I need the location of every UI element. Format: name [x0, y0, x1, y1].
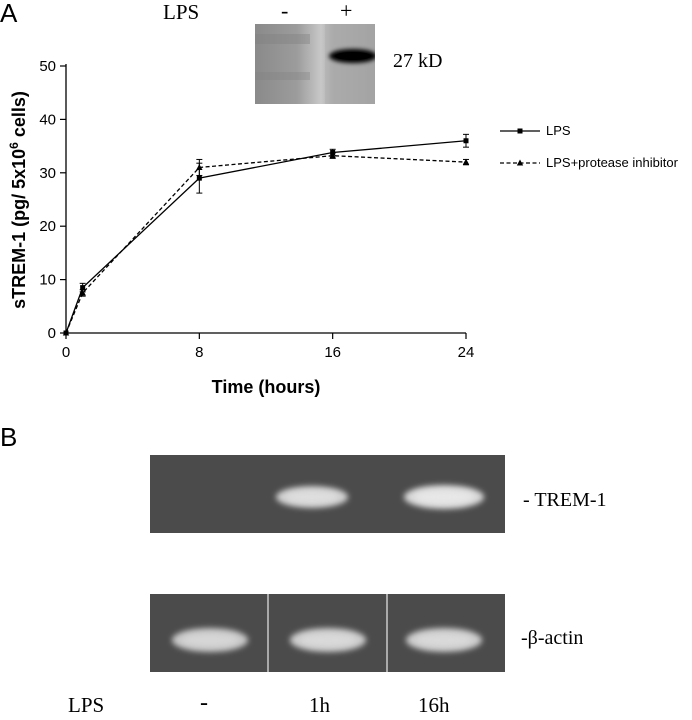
data-point-lps	[196, 175, 202, 181]
blot-lps-label: LPS	[163, 0, 200, 24]
actin-label: -β-actin	[521, 627, 584, 649]
x-tick-label: 0	[62, 344, 70, 361]
y-tick-label: 30	[39, 165, 56, 182]
data-point-inhibitor	[516, 159, 524, 166]
legend-label: LPS+protease inhibitor	[546, 155, 679, 170]
line-chart: 0 10 20 30 40 50 0 8 16 24 sTREM-1 (pg/ 5x106 cel…	[7, 58, 679, 397]
series-line-lps	[65, 140, 467, 334]
chart-legend: LPS LPS+protease inhibitor	[500, 123, 679, 170]
blot-size-label: 27 kD	[393, 50, 443, 72]
x-axis-title: Time (hours)	[212, 377, 321, 397]
lane-label-control: -	[200, 690, 208, 716]
western-blot-image	[255, 24, 377, 104]
chart-series	[62, 133, 470, 336]
data-point-inhibitor	[462, 158, 470, 165]
series-line-inhibitor	[65, 155, 467, 334]
chart-axes: 0 10 20 30 40 50 0 8 16 24	[39, 58, 474, 361]
lane-label-16h: 16h	[418, 693, 450, 717]
y-tick-label: 10	[39, 272, 56, 289]
data-point-lps	[80, 285, 86, 291]
y-tick-label: 40	[39, 111, 56, 128]
y-axis-title: sTREM-1 (pg/ 5x106 cells)	[7, 91, 29, 309]
data-point-lps	[463, 138, 469, 144]
data-point-inhibitor	[329, 152, 336, 159]
data-point-inhibitor	[62, 329, 70, 336]
panel-b-letter: B	[0, 422, 18, 452]
x-tick-label: 8	[195, 344, 203, 361]
x-tick-label: 24	[458, 344, 475, 361]
blot-lane-minus: -	[281, 0, 289, 23]
data-point-inhibitor	[79, 289, 86, 296]
legend-label: LPS	[546, 123, 571, 138]
blot-lane-plus: +	[340, 0, 353, 23]
actin-gel-image	[150, 594, 505, 672]
data-point-lps	[517, 128, 523, 134]
x-tick-label: 16	[324, 344, 341, 361]
trem1-gel-image	[150, 455, 505, 533]
data-point-inhibitor	[196, 163, 203, 170]
y-tick-label: 0	[48, 325, 56, 342]
y-tick-label: 20	[39, 218, 56, 235]
trem1-label: - TREM-1	[523, 489, 607, 511]
bottom-lps-label: LPS	[68, 693, 105, 717]
lane-label-1h: 1h	[309, 693, 330, 717]
panel-a-letter: A	[0, 0, 18, 28]
y-tick-label: 50	[39, 58, 56, 75]
